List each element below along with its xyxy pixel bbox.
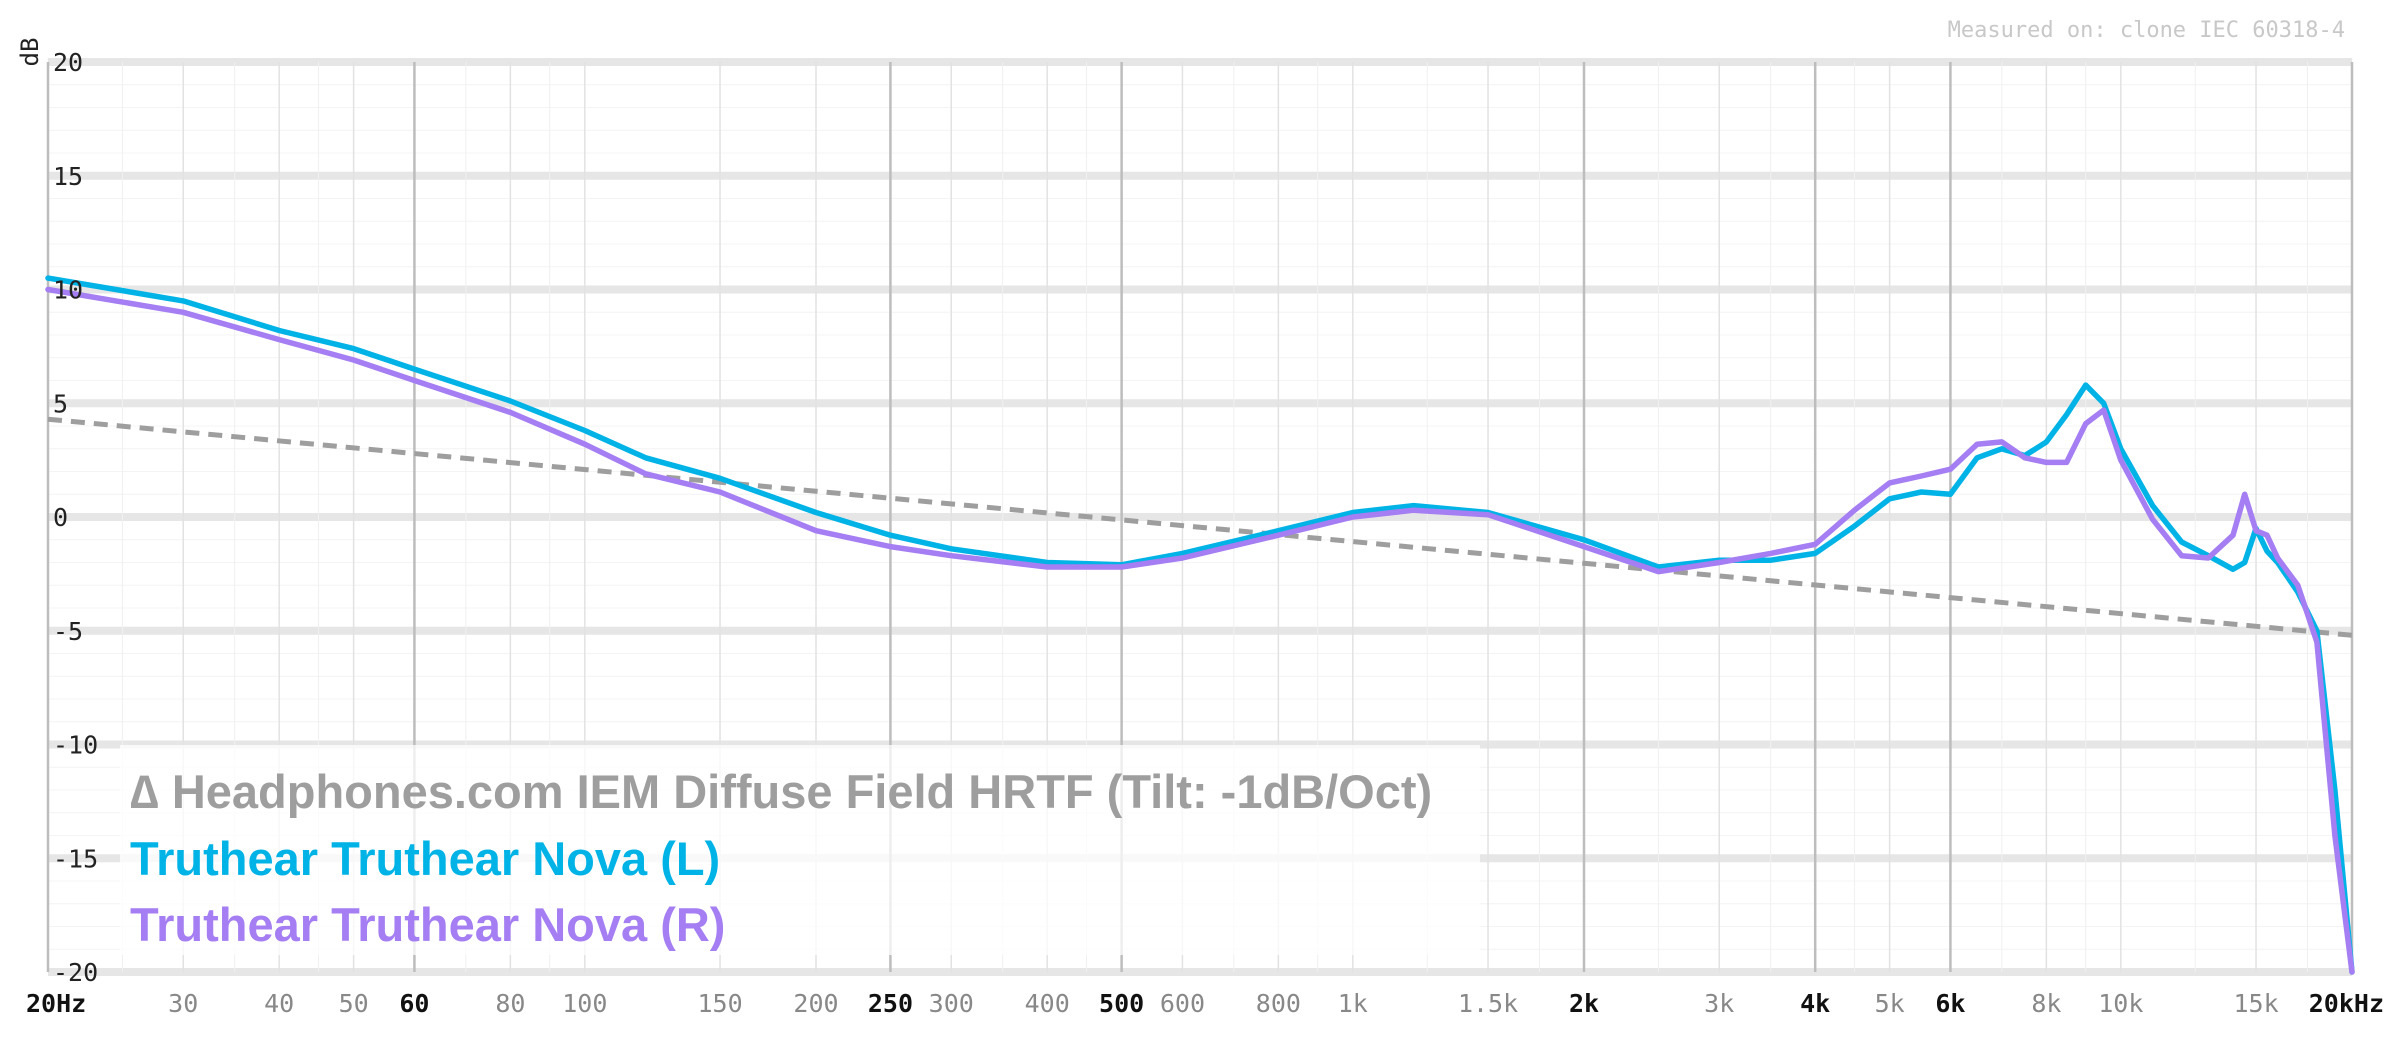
nova-right-curve — [45, 286, 2355, 975]
x-tick-label: 3k — [1704, 989, 1734, 1018]
y-tick-label: -15 — [53, 844, 98, 873]
y-tick-label: -5 — [53, 617, 83, 646]
x-tick-label: 500 — [1099, 989, 1144, 1018]
x-tick-label: 1k — [1338, 989, 1368, 1018]
x-tick-label: 1.5k — [1458, 989, 1518, 1018]
legend-background — [120, 745, 1480, 955]
x-tick-label: 2k — [1569, 989, 1599, 1018]
y-tick-label: 5 — [53, 389, 68, 418]
x-tick-label: 40 — [264, 989, 294, 1018]
target-curve — [47, 416, 2353, 638]
y-tick-label: 20 — [53, 48, 83, 77]
x-tick-label: 100 — [562, 989, 607, 1018]
legend-entry-target: ∆ Headphones.com IEM Diffuse Field HRTF … — [130, 765, 1432, 818]
measured-on-note: Measured on: clone IEC 60318-4 — [1948, 18, 2345, 43]
series-layer — [45, 275, 2355, 975]
x-tick-label: 300 — [929, 989, 974, 1018]
x-tick-label: 250 — [868, 989, 913, 1018]
y-tick-labels: 20 15 10 5 0 -5 -10 -15 -20 — [53, 48, 98, 987]
x-tick-label: 150 — [697, 989, 742, 1018]
legend: ∆ Headphones.com IEM Diffuse Field HRTF … — [120, 745, 1480, 955]
x-tick-labels: 20Hz 30 40 50 60 80 100 150 200 250 300 400 500 600 80… — [26, 989, 2384, 1018]
x-tick-label: 4k — [1800, 989, 1830, 1018]
x-tick-label: 5k — [1875, 989, 1905, 1018]
y-tick-label: -20 — [53, 958, 98, 987]
x-tick-label: 50 — [339, 989, 369, 1018]
x-tick-label: 30 — [168, 989, 198, 1018]
x-tick-label: 400 — [1025, 989, 1070, 1018]
x-tick-label: 200 — [793, 989, 838, 1018]
x-tick-label: 10k — [2098, 989, 2143, 1018]
x-tick-label: 20Hz — [26, 989, 86, 1018]
y-tick-label: 10 — [53, 276, 83, 305]
x-tick-label: 6k — [1935, 989, 1965, 1018]
x-tick-label: 15k — [2233, 989, 2278, 1018]
nova-left-curve — [45, 275, 2355, 975]
y-tick-label: 0 — [53, 503, 68, 532]
y-tick-label: 15 — [53, 162, 83, 191]
y-axis-label: dB — [16, 38, 44, 67]
x-tick-label: 20kHz — [2309, 989, 2384, 1018]
x-tick-label: 8k — [2031, 989, 2061, 1018]
x-tick-label: 60 — [399, 989, 429, 1018]
x-tick-label: 600 — [1160, 989, 1205, 1018]
y-tick-label: -10 — [53, 731, 98, 760]
legend-entry-nova-right: Truthear Truthear Nova (R) — [130, 898, 725, 951]
x-tick-label: 80 — [495, 989, 525, 1018]
legend-entry-nova-left: Truthear Truthear Nova (L) — [130, 832, 720, 885]
x-tick-label: 800 — [1256, 989, 1301, 1018]
